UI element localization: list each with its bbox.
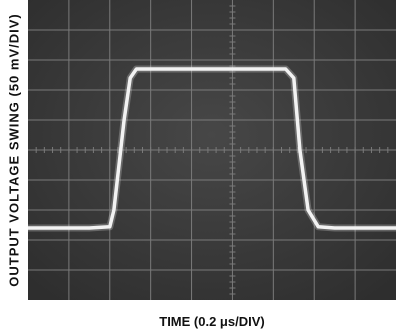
x-axis-label: TIME (0.2 μs/DIV) — [159, 314, 265, 329]
pulse-trace — [28, 67, 396, 230]
scope-plot — [28, 0, 396, 300]
y-axis-label: OUTPUT VOLTAGE SWING (50 mV/DIV) — [6, 13, 22, 287]
scope-screen — [28, 0, 396, 300]
